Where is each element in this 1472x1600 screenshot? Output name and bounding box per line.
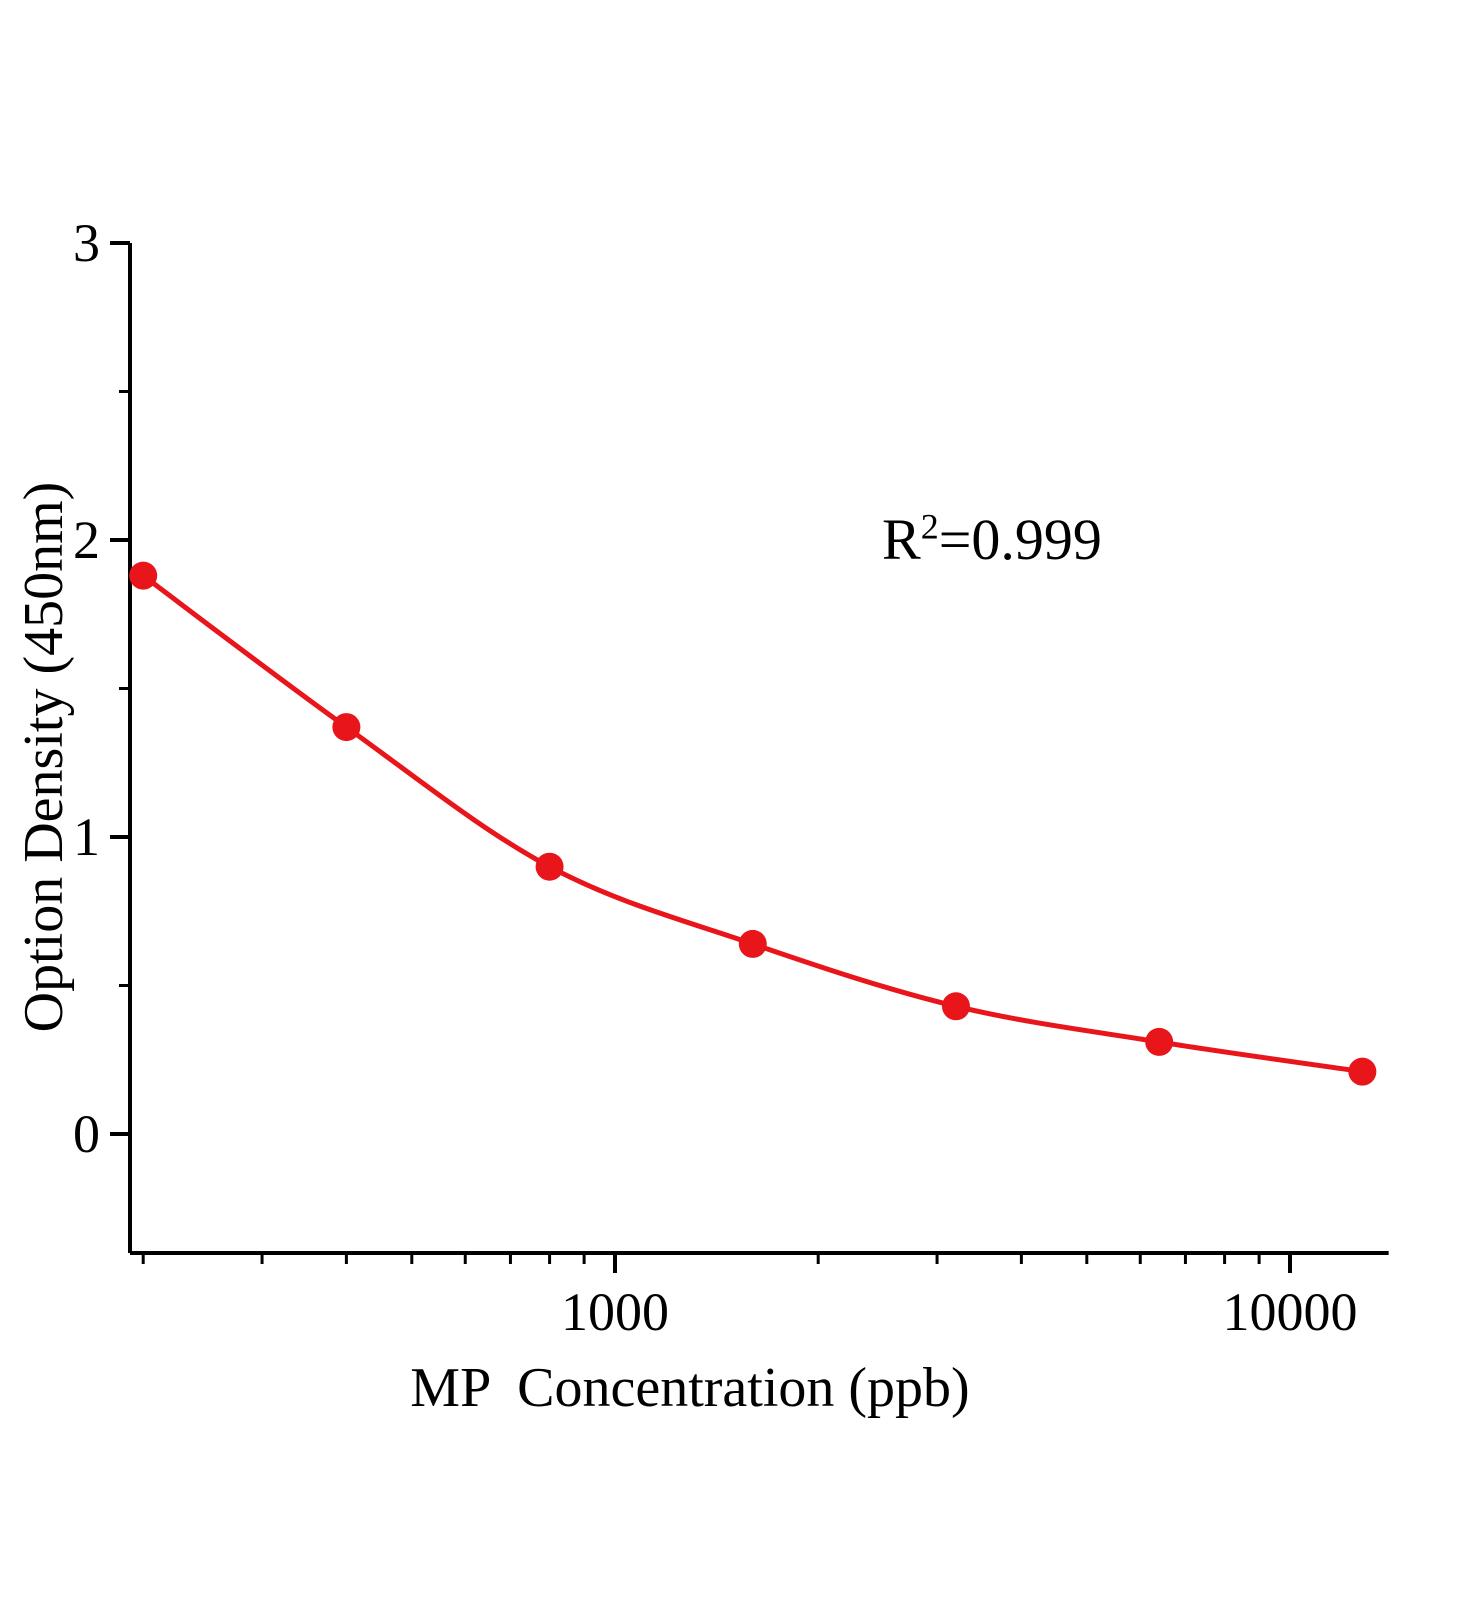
data-point [941, 992, 970, 1021]
data-point [738, 929, 767, 958]
y-tick-label: 2 [73, 510, 100, 570]
y-tick-label: 0 [73, 1104, 100, 1164]
r-squared-prefix: R [882, 507, 921, 572]
data-point [332, 713, 361, 742]
x-tick-label: 10000 [1222, 1282, 1358, 1342]
x-tick-label: 1000 [561, 1282, 669, 1342]
y-tick-label: 1 [73, 807, 100, 867]
x-axis-title: MP Concentration (ppb) [410, 1357, 970, 1419]
data-point [535, 852, 564, 881]
data-point [129, 561, 158, 590]
curve-line [140, 573, 1365, 1075]
r-squared-superscript: 2 [920, 506, 939, 547]
y-tick-label: 3 [73, 213, 100, 273]
r-squared-value: =0.999 [938, 507, 1102, 572]
r-squared-annotation: R2=0.999 [882, 506, 1102, 573]
data-point [1348, 1057, 1377, 1086]
data-point [1145, 1027, 1174, 1056]
